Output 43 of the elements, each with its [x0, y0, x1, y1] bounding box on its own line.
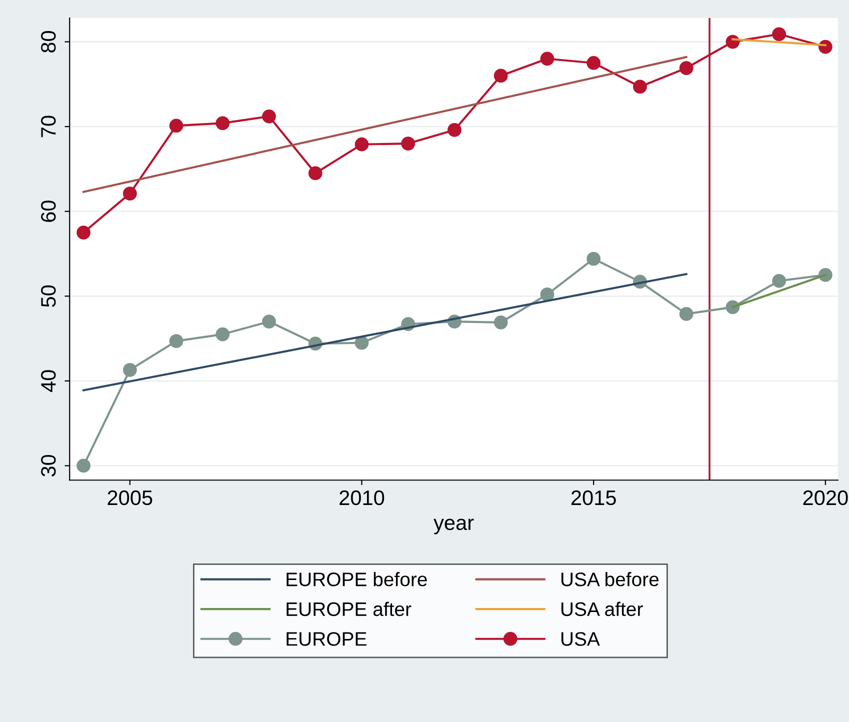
legend-label: USA after — [561, 602, 643, 616]
point — [772, 274, 786, 288]
point — [448, 123, 462, 137]
x-tick-label: 2010 — [340, 490, 384, 506]
point — [169, 118, 184, 133]
x-tick-label: 2005 — [108, 490, 152, 506]
point — [216, 116, 230, 130]
point — [169, 334, 184, 348]
point — [540, 52, 554, 66]
y-tick-label: 60 — [41, 200, 56, 222]
y-tick-label: 80 — [41, 31, 56, 52]
point — [216, 327, 230, 342]
x-tick-label: 2015 — [571, 490, 616, 506]
point — [262, 109, 276, 124]
point — [494, 315, 508, 330]
point — [586, 56, 601, 70]
legend-label: USA before — [561, 572, 659, 586]
y-tick-label: 40 — [41, 370, 56, 392]
x-tick-label: 2020 — [803, 490, 848, 506]
y-tick-label: 30 — [41, 454, 56, 477]
point — [262, 314, 276, 329]
x-axis-title: year — [434, 518, 474, 534]
point — [122, 362, 137, 377]
point — [540, 288, 554, 302]
point — [772, 27, 786, 42]
y-tick-label: 50 — [41, 285, 56, 307]
point — [354, 137, 369, 152]
point — [586, 252, 601, 266]
point — [679, 61, 694, 76]
legend-label: EUROPE — [286, 632, 366, 646]
legend-label: EUROPE after — [286, 602, 412, 616]
y-tick-label: 70 — [41, 116, 56, 138]
point — [308, 166, 322, 180]
point — [76, 226, 90, 240]
point — [354, 336, 369, 350]
point — [633, 80, 647, 94]
point — [76, 458, 90, 473]
point — [494, 68, 508, 83]
legend-label: EUROPE before — [286, 572, 427, 586]
point — [679, 307, 694, 321]
point — [401, 136, 416, 150]
legend-label: USA — [561, 632, 600, 646]
point — [122, 186, 137, 200]
